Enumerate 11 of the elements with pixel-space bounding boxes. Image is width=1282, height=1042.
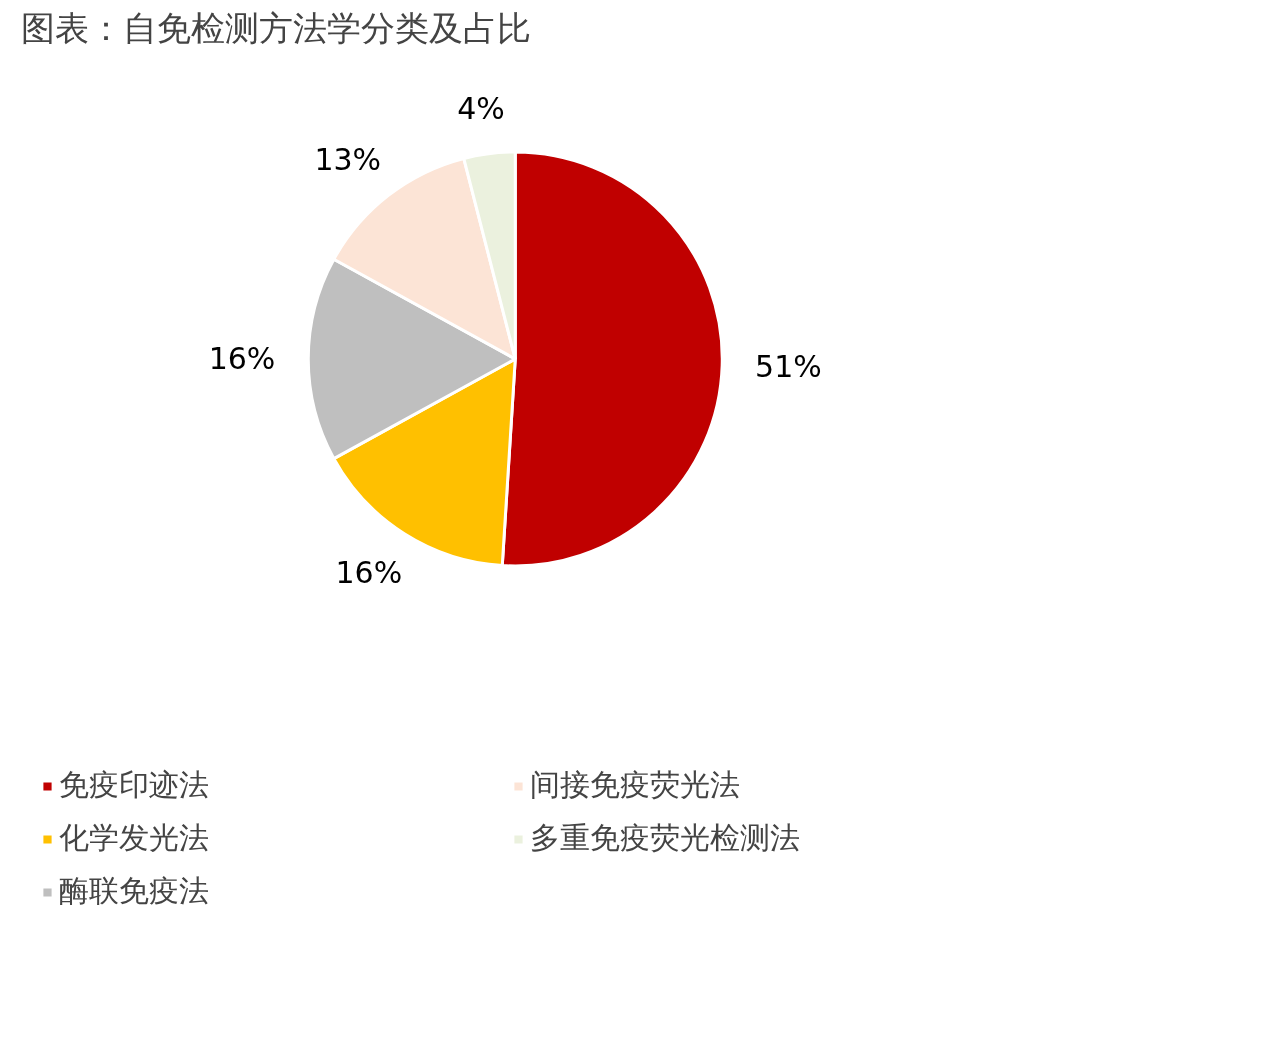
legend-label: 化学发光法 (59, 819, 210, 857)
chart-title: 图表：自免检测方法学分类及占比 (20, 7, 531, 48)
data-label: 4% (457, 90, 505, 126)
legend-label: 多重免疫荧光检测法 (530, 819, 801, 857)
data-label: 13% (314, 141, 382, 177)
legend-label: 间接免疫荧光法 (530, 766, 741, 804)
data-label: 16% (335, 554, 403, 590)
legend-label: 免疫印迹法 (59, 766, 210, 804)
legend-label: 酶联免疫法 (59, 872, 210, 910)
data-label: 51% (755, 349, 822, 385)
data-label: 16% (208, 341, 276, 377)
